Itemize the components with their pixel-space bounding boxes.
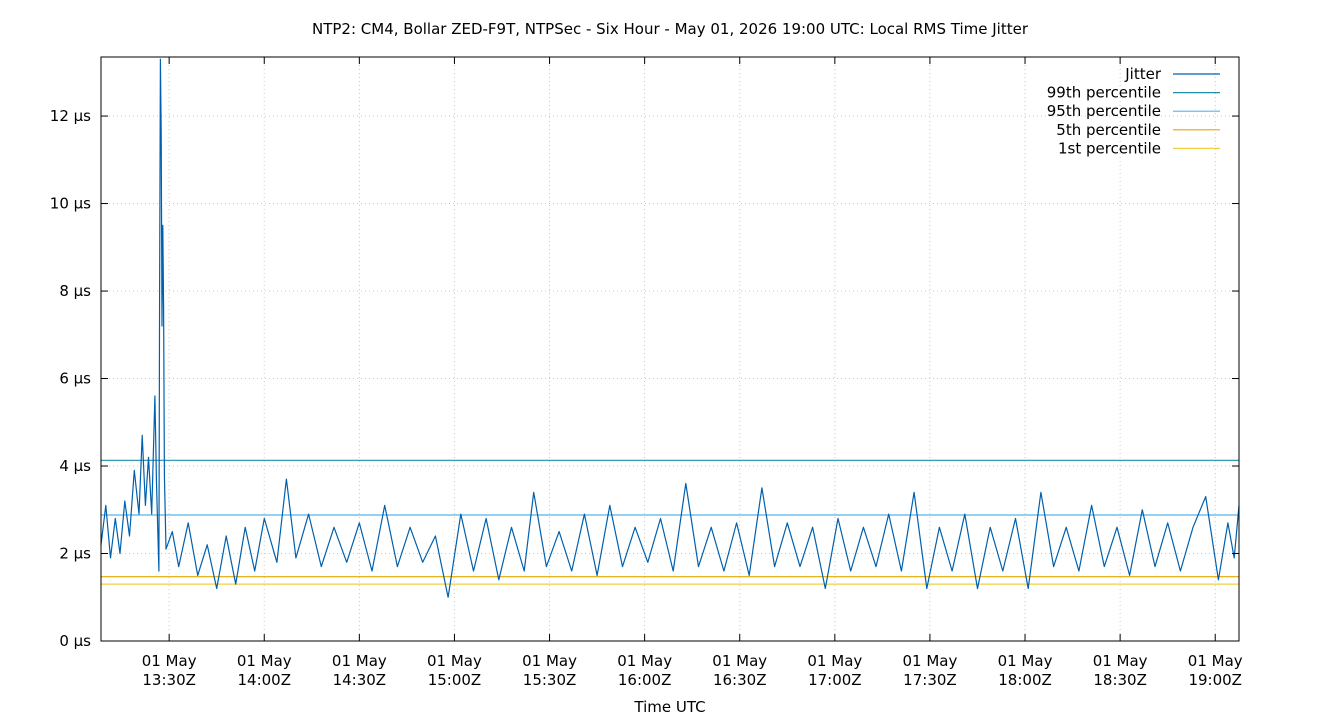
x-tick-date-label: 01 May — [142, 652, 197, 670]
series-lines — [100, 58, 1240, 598]
percentile-lines — [101, 459, 1239, 585]
x-tick-time-label: 16:30Z — [713, 671, 767, 689]
x-axis-label: Time UTC — [633, 698, 705, 716]
y-axis-ticks: 0 µs 2 µs 4 µs 6 µs 8 µs 10 µs 12 µs — [50, 107, 1239, 650]
x-tick-date-label: 01 May — [617, 652, 672, 670]
x-tick-time-label: 17:00Z — [808, 671, 862, 689]
x-tick-date-label: 01 May — [1188, 652, 1243, 670]
x-tick-time-label: 15:30Z — [523, 671, 577, 689]
chart-title: NTP2: CM4, Bollar ZED-F9T, NTPSec - Six … — [312, 20, 1029, 38]
legend-entry-label: Jitter — [1124, 65, 1162, 83]
x-tick-date-label: 01 May — [712, 652, 767, 670]
x-tick-date-label: 01 May — [1093, 652, 1148, 670]
x-tick-date-label: 01 May — [332, 652, 387, 670]
y-tick-label: 6 µs — [59, 370, 91, 388]
x-tick-date-label: 01 May — [522, 652, 577, 670]
legend-entry-label: 95th percentile — [1047, 102, 1161, 120]
x-tick-time-label: 14:00Z — [237, 671, 291, 689]
legend-entry-label: 1st percentile — [1058, 139, 1161, 157]
y-tick-label: 0 µs — [59, 632, 91, 650]
grid — [101, 57, 1239, 641]
y-tick-label: 12 µs — [50, 107, 91, 125]
y-tick-label: 4 µs — [59, 457, 91, 475]
y-tick-label: 10 µs — [50, 195, 91, 213]
x-tick-time-label: 19:00Z — [1188, 671, 1242, 689]
legend-entry-label: 5th percentile — [1056, 121, 1161, 139]
x-tick-time-label: 16:00Z — [618, 671, 672, 689]
plot-frame — [100, 56, 1240, 642]
legend-entry-label: 99th percentile — [1047, 84, 1161, 102]
series-line-jitter — [100, 58, 1240, 598]
x-tick-date-label: 01 May — [902, 652, 957, 670]
x-tick-time-label: 18:30Z — [1093, 671, 1147, 689]
x-tick-date-label: 01 May — [427, 652, 482, 670]
x-tick-time-label: 13:30Z — [142, 671, 196, 689]
x-tick-time-label: 18:00Z — [998, 671, 1052, 689]
x-tick-time-label: 17:30Z — [903, 671, 957, 689]
x-tick-time-label: 14:30Z — [333, 671, 387, 689]
x-tick-time-label: 15:00Z — [428, 671, 482, 689]
x-tick-date-label: 01 May — [237, 652, 292, 670]
x-tick-date-label: 01 May — [807, 652, 862, 670]
x-tick-date-label: 01 May — [998, 652, 1053, 670]
y-tick-label: 2 µs — [59, 545, 91, 563]
y-tick-label: 8 µs — [59, 282, 91, 300]
